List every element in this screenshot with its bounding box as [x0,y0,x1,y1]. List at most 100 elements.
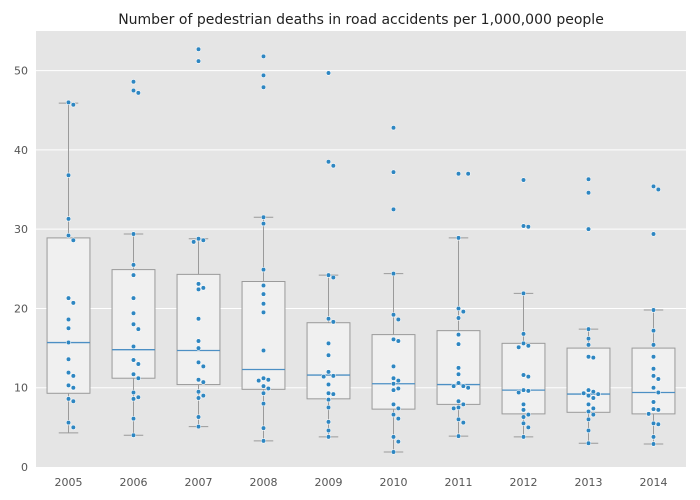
data-point [525,343,531,349]
data-point [325,316,332,322]
data-point [395,416,401,422]
data-point [70,398,76,404]
data-point [465,171,471,177]
chart-title: Number of pedestrian deaths in road acci… [118,12,604,28]
data-point [650,366,657,372]
points-2012 [516,177,531,440]
data-point [260,390,267,396]
data-point [330,163,336,169]
data-point [585,190,592,196]
data-point [200,285,206,291]
data-point [520,223,527,229]
data-point [256,377,262,384]
data-point [520,177,527,183]
data-point [130,310,137,316]
data-point [650,420,657,427]
data-point [455,398,462,404]
data-point [585,387,592,393]
data-point [585,326,592,332]
x-axis-ticks: 2005 2006 2007 2008 2009 2010 2011 2012 2013 2014 [55,476,668,489]
data-point [130,272,137,278]
data-point [325,70,332,76]
data-point [390,125,397,131]
data-point [455,416,462,423]
data-point [590,389,596,395]
points-2011 [451,171,471,439]
data-point [451,383,457,389]
data-point [195,389,202,395]
data-point [195,46,202,52]
data-point [135,326,141,332]
data-point [321,374,327,380]
points-2006 [130,79,141,438]
data-point [191,239,197,245]
data-point [655,376,661,382]
data-point [650,328,657,334]
data-point [460,420,466,426]
box-2007 [176,238,221,428]
data-point [195,316,202,322]
data-point [135,394,141,400]
x-tick-label: 2014 [640,476,668,489]
data-point [265,377,271,383]
data-point [65,370,72,376]
points-2005 [65,99,76,430]
data-point [330,319,336,325]
data-point [70,102,76,108]
data-point [585,176,592,182]
y-tick-label: 50 [14,65,28,78]
data-point [195,338,202,344]
data-point [195,423,202,430]
data-point [130,389,137,396]
data-point [650,231,657,237]
data-point [65,382,72,388]
data-point [395,385,401,392]
data-point [465,385,471,391]
data-point [585,408,592,415]
data-point [390,401,397,407]
data-point [70,385,76,391]
data-point [650,406,657,412]
data-point [650,373,657,379]
data-point [585,393,592,399]
data-point [265,385,271,392]
data-point [195,359,202,365]
data-point [595,391,601,397]
x-tick-label: 2010 [380,476,408,489]
data-point [260,291,267,297]
data-point [200,379,206,385]
y-tick-label: 10 [14,382,28,395]
points-2007 [191,46,206,430]
data-point [195,377,202,383]
data-point [195,414,202,420]
data-point [455,171,462,177]
data-point [585,335,592,342]
points-2010 [390,125,401,455]
data-point [455,305,462,312]
data-point [130,416,137,422]
data-point [195,58,202,64]
data-point [65,295,72,301]
data-point [650,307,657,313]
box-iqr [371,334,416,410]
x-tick-label: 2013 [575,476,603,489]
box-iqr [176,273,221,386]
data-point [130,87,137,94]
data-point [330,373,336,379]
data-point [520,290,527,296]
data-point [525,374,531,380]
y-tick-label: 20 [14,302,28,315]
data-point [525,224,531,230]
data-point [130,432,137,438]
data-point [70,300,76,306]
data-point [130,321,137,327]
data-point [135,361,141,367]
data-point [460,309,466,315]
data-point [520,434,527,440]
data-point [260,375,267,381]
data-point [455,332,462,338]
data-point [525,388,531,394]
data-point [195,281,202,287]
data-point [455,341,462,347]
